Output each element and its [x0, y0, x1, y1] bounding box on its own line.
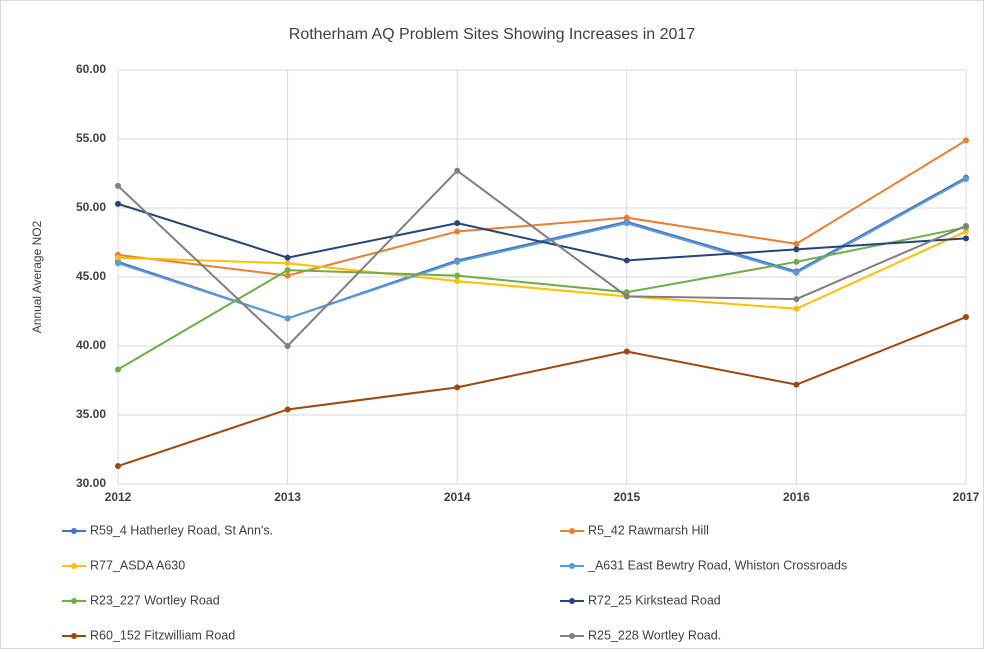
data-point: [454, 278, 461, 285]
data-point: [454, 272, 461, 279]
data-point: [623, 220, 630, 227]
data-point: [284, 260, 291, 267]
legend-marker: [71, 633, 77, 639]
legend-label: R23_227 Wortley Road: [90, 593, 220, 607]
data-point: [793, 269, 800, 276]
data-point: [454, 258, 461, 265]
chart-title: Rotherham AQ Problem Sites Showing Incre…: [289, 26, 696, 43]
data-point: [963, 314, 969, 321]
data-point: [793, 381, 800, 388]
data-point: [115, 260, 121, 267]
data-point: [793, 305, 800, 312]
data-point: [115, 200, 121, 207]
legend-label: R72_25 Kirkstead Road: [588, 593, 721, 607]
legend-label: R5_42 Rawmarsh Hill: [588, 523, 709, 537]
x-tick-label: 2016: [783, 490, 810, 504]
data-point: [284, 267, 291, 274]
legend-marker: [569, 633, 575, 639]
legend-marker: [71, 563, 77, 569]
data-point: [793, 240, 800, 247]
data-point: [115, 463, 121, 470]
legend-label: R59_4 Hatherley Road, St Ann's.: [90, 523, 273, 537]
x-tick-label: 2017: [953, 490, 980, 504]
data-point: [963, 137, 969, 144]
series-line: [117, 230, 967, 310]
y-tick-label: 30.00: [76, 476, 106, 490]
x-tick-label: 2013: [274, 490, 301, 504]
legend-marker: [569, 598, 575, 604]
data-point: [963, 235, 969, 242]
y-tick-label: 45.00: [76, 269, 106, 283]
data-point: [284, 406, 291, 413]
data-point: [623, 214, 630, 221]
y-tick-label: 60.00: [76, 62, 106, 76]
legend-marker: [71, 598, 77, 604]
data-point: [623, 348, 630, 355]
y-tick-label: 55.00: [76, 131, 106, 145]
data-point: [793, 296, 800, 303]
data-point: [454, 228, 461, 235]
y-tick-label: 40.00: [76, 338, 106, 352]
series-line: [117, 169, 967, 348]
series-line: [117, 202, 967, 262]
data-point: [454, 384, 461, 391]
data-point: [963, 222, 969, 229]
legend-label: R77_ASDA A630: [90, 558, 185, 572]
data-point: [793, 246, 800, 253]
data-point: [115, 254, 121, 261]
data-point: [454, 220, 461, 227]
x-tick-label: 2015: [613, 490, 640, 504]
y-axis-label: Annual Average NO2: [30, 220, 44, 333]
data-point: [284, 315, 291, 322]
data-point: [284, 254, 291, 261]
legend-label: _A631 East Bewtry Road, Whiston Crossroa…: [587, 558, 847, 572]
data-point: [284, 343, 291, 349]
series-line: [117, 316, 967, 468]
legend-marker: [569, 563, 575, 569]
data-point: [115, 366, 121, 373]
data-point: [454, 167, 461, 174]
y-tick-label: 50.00: [76, 200, 106, 214]
data-point: [623, 257, 630, 264]
x-tick-label: 2014: [444, 490, 471, 504]
data-point: [793, 258, 800, 265]
data-point: [623, 289, 630, 296]
y-tick-label: 35.00: [76, 407, 106, 421]
data-point: [115, 182, 121, 189]
data-point: [963, 176, 969, 183]
series-line: [117, 226, 967, 371]
data-point: [284, 272, 291, 279]
legend-marker: [569, 528, 575, 534]
legend-label: R25_228 Wortley Road.: [588, 628, 721, 642]
legend-label: R60_152 Fitzwilliam Road: [90, 628, 235, 642]
series-line: [117, 139, 967, 277]
data-point: [623, 293, 630, 300]
x-tick-label: 2012: [105, 490, 132, 504]
legend-marker: [71, 528, 77, 534]
data-point: [963, 228, 969, 235]
